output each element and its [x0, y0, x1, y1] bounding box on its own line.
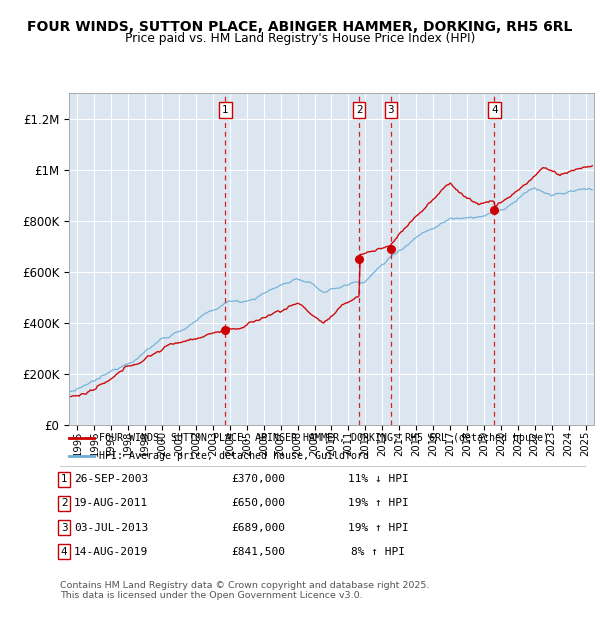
- Text: 26-SEP-2003: 26-SEP-2003: [74, 474, 148, 484]
- Text: 4: 4: [491, 105, 498, 115]
- Text: £370,000: £370,000: [231, 474, 285, 484]
- Text: Contains HM Land Registry data © Crown copyright and database right 2025.
This d: Contains HM Land Registry data © Crown c…: [60, 581, 430, 600]
- Text: FOUR WINDS, SUTTON PLACE, ABINGER HAMMER, DORKING, RH5 6RL: FOUR WINDS, SUTTON PLACE, ABINGER HAMMER…: [28, 20, 572, 34]
- Text: 3: 3: [388, 105, 394, 115]
- Text: £689,000: £689,000: [231, 523, 285, 533]
- Text: FOUR WINDS, SUTTON PLACE, ABINGER HAMMER, DORKING, RH5 6RL (detached house): FOUR WINDS, SUTTON PLACE, ABINGER HAMMER…: [100, 433, 550, 443]
- Text: 4: 4: [61, 547, 68, 557]
- Text: 19% ↑ HPI: 19% ↑ HPI: [347, 498, 409, 508]
- Text: Price paid vs. HM Land Registry's House Price Index (HPI): Price paid vs. HM Land Registry's House …: [125, 32, 475, 45]
- Text: £650,000: £650,000: [231, 498, 285, 508]
- Text: 2: 2: [61, 498, 68, 508]
- Text: 2: 2: [356, 105, 362, 115]
- Text: 19-AUG-2011: 19-AUG-2011: [74, 498, 148, 508]
- Text: 03-JUL-2013: 03-JUL-2013: [74, 523, 148, 533]
- Text: 14-AUG-2019: 14-AUG-2019: [74, 547, 148, 557]
- Text: 3: 3: [61, 523, 68, 533]
- Text: £841,500: £841,500: [231, 547, 285, 557]
- Text: 8% ↑ HPI: 8% ↑ HPI: [351, 547, 405, 557]
- Text: 1: 1: [222, 105, 229, 115]
- Text: 1: 1: [61, 474, 68, 484]
- Text: 19% ↑ HPI: 19% ↑ HPI: [347, 523, 409, 533]
- Text: HPI: Average price, detached house, Guildford: HPI: Average price, detached house, Guil…: [100, 451, 370, 461]
- Text: 11% ↓ HPI: 11% ↓ HPI: [347, 474, 409, 484]
